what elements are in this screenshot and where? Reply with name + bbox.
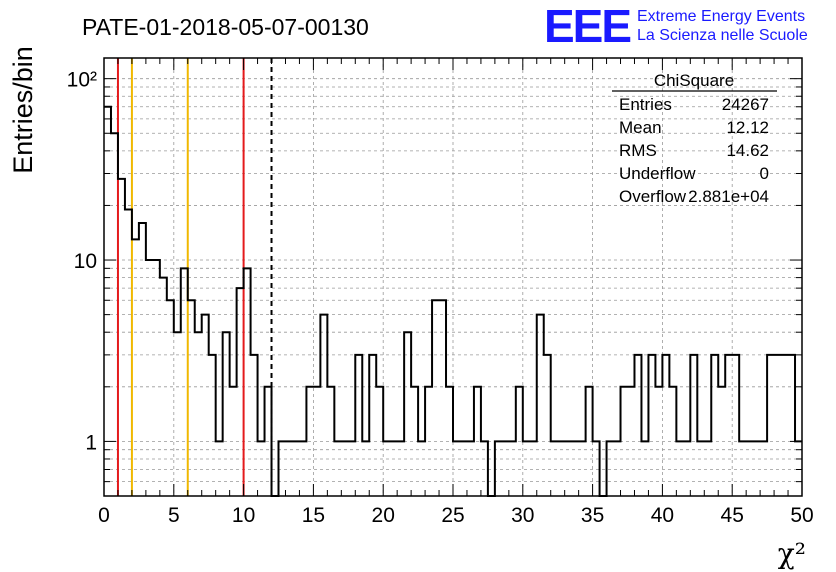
stats-entries-label: Entries	[619, 95, 672, 114]
stats-rms-label: RMS	[619, 141, 657, 160]
x-tick-label: 40	[651, 504, 674, 527]
stats-underflow-value: 0	[760, 164, 769, 183]
y-axis-label: Entries/bin	[8, 46, 38, 174]
x-tick-label: 15	[302, 504, 325, 527]
y-tick-label: 10²	[67, 69, 97, 92]
axes	[103, 57, 803, 497]
grid	[104, 58, 802, 496]
x-tick-label: 30	[511, 504, 534, 527]
chart-title: PATE-01-2018-05-07-00130	[82, 14, 369, 40]
tick-labels: 0 5 10 15 20 25 30 35 40 45 50 1 10 10²	[67, 69, 814, 527]
marker-lines	[116, 58, 273, 496]
histogram-series	[104, 105, 802, 497]
x-tick-label: 45	[721, 504, 744, 527]
eee-logo-text: EEE	[544, 0, 630, 52]
stats-overflow-value: 2.881e+04	[688, 187, 769, 206]
x-axis-label: χ²	[778, 537, 806, 570]
stats-mean-label: Mean	[619, 118, 662, 137]
eee-logo-line1: Extreme Energy Events	[637, 8, 805, 25]
x-tick-label: 10	[232, 504, 255, 527]
x-tick-label: 5	[168, 504, 180, 527]
eee-logo: EEE Extreme Energy Events La Scienza nel…	[544, 0, 808, 52]
stats-underflow-label: Underflow	[619, 164, 696, 183]
y-tick-label: 1	[85, 431, 97, 454]
x-tick-label: 25	[441, 504, 464, 527]
x-tick-label: 0	[98, 504, 110, 527]
stats-mean-value: 12.12	[726, 118, 769, 137]
stats-entries-value: 24267	[722, 95, 769, 114]
stats-overflow-label: Overflow	[619, 187, 687, 206]
stats-rms-value: 14.62	[726, 141, 769, 160]
stats-box: ChiSquare Entries 24267 Mean 12.12 RMS 1…	[612, 71, 777, 206]
x-tick-label: 35	[581, 504, 604, 527]
stats-box-title: ChiSquare	[654, 71, 734, 90]
eee-logo-line2: La Scienza nelle Scuole	[637, 27, 808, 44]
x-tick-label: 50	[790, 504, 813, 527]
y-tick-label: 10	[74, 250, 97, 273]
x-tick-label: 20	[372, 504, 395, 527]
